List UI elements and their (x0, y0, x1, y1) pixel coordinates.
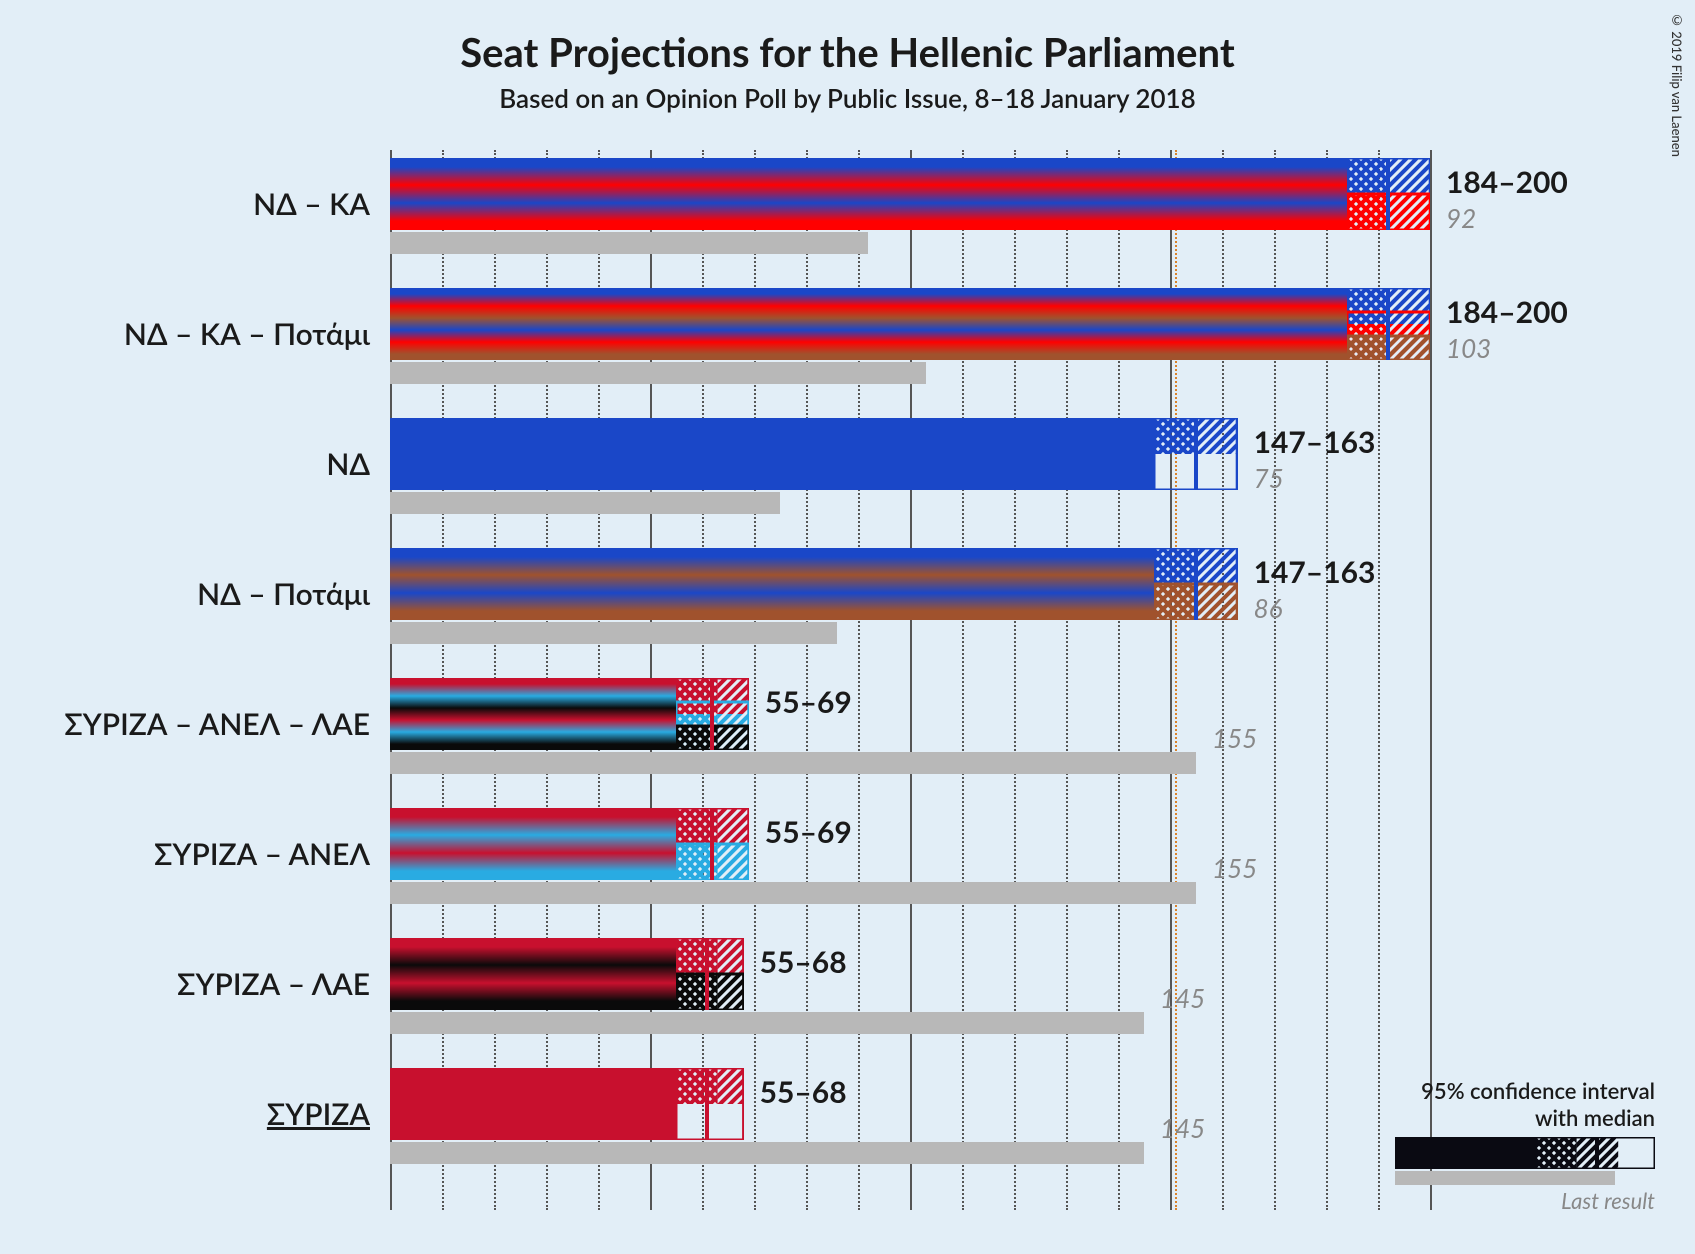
value-range: 184–200 (1446, 164, 1568, 200)
value-prev: 103 (1446, 332, 1491, 364)
value-range: 55–68 (760, 944, 847, 980)
projection-bar (390, 678, 676, 750)
ci-median-line (1194, 548, 1198, 620)
chart-row: ΣΥΡΙΖΑ – ΛΑΕ55–68145 (390, 938, 1430, 1068)
projection-bar (390, 808, 676, 880)
legend-ci-line2: with median (1535, 1104, 1655, 1131)
prev-result-bar (390, 882, 1196, 904)
prev-result-bar (390, 752, 1196, 774)
row-label: ΣΥΡΙΖΑ – ΑΝΕΛ – ΛΑΕ (64, 706, 370, 742)
row-label: ΝΔ (326, 446, 370, 482)
prev-result-bar (390, 362, 926, 384)
value-prev: 92 (1446, 202, 1476, 234)
chart-row: ΝΔ147–16375 (390, 418, 1430, 548)
legend-prev-swatch-wrap (1395, 1171, 1655, 1185)
value-range: 147–163 (1254, 554, 1376, 590)
projection-bar (390, 288, 1347, 360)
value-range: 55–68 (760, 1074, 847, 1110)
legend: 95% confidence interval with median Last… (1335, 1078, 1655, 1214)
value-prev: 86 (1254, 592, 1283, 624)
chart-subtitle: Based on an Opinion Poll by Public Issue… (0, 76, 1695, 114)
projection-bar (390, 418, 1154, 490)
projection-bar (390, 548, 1154, 620)
value-range: 147–163 (1254, 424, 1376, 460)
projection-bar (390, 1068, 676, 1140)
legend-ci-swatch (1395, 1137, 1655, 1169)
chart-row: ΣΥΡΙΖΑ – ΑΝΕΛ – ΛΑΕ55–69155 (390, 678, 1430, 808)
value-prev: 155 (1212, 852, 1257, 884)
copyright-text: © 2019 Filip van Laenen (1669, 12, 1685, 157)
row-label: ΣΥΡΙΖΑ (267, 1096, 370, 1132)
prev-result-bar (390, 1012, 1144, 1034)
ci-median-line (705, 1068, 709, 1140)
gridline (1430, 150, 1432, 1210)
prev-result-bar (390, 492, 780, 514)
prev-result-bar (390, 232, 868, 254)
legend-prev-label: Last result (1335, 1187, 1655, 1214)
ci-median-line (1386, 288, 1390, 360)
ci-hatch (676, 938, 744, 1010)
ci-hatch (676, 1068, 744, 1140)
row-label: ΝΔ – ΚΑ – Ποτάμι (124, 316, 370, 352)
plot-area: ΝΔ – ΚΑ184–20092ΝΔ – ΚΑ – Ποτάμι184–2001… (390, 150, 1430, 1210)
row-label: ΣΥΡΙΖΑ – ΑΝΕΛ (154, 836, 370, 872)
row-label: ΣΥΡΙΖΑ – ΛΑΕ (177, 966, 370, 1002)
value-prev: 155 (1212, 722, 1257, 754)
ci-median-line (705, 938, 709, 1010)
legend-ci-label: 95% confidence interval with median (1335, 1078, 1655, 1131)
value-prev: 145 (1160, 982, 1205, 1014)
projection-bar (390, 158, 1347, 230)
value-prev: 145 (1160, 1112, 1205, 1144)
ci-median-line (1194, 418, 1198, 490)
value-range: 55–69 (765, 814, 852, 850)
value-prev: 75 (1254, 462, 1284, 494)
ci-median-line (1386, 158, 1390, 230)
prev-result-bar (390, 622, 837, 644)
projection-bar (390, 938, 676, 1010)
row-label: ΝΔ – Ποτάμι (197, 576, 370, 612)
value-range: 55–69 (765, 684, 852, 720)
ci-median-line (710, 808, 714, 880)
chart-row: ΣΥΡΙΖΑ – ΑΝΕΛ55–69155 (390, 808, 1430, 938)
chart-row: ΝΔ – Ποτάμι147–16386 (390, 548, 1430, 678)
row-label: ΝΔ – ΚΑ (253, 186, 370, 222)
ci-median-line (710, 678, 714, 750)
value-range: 184–200 (1446, 294, 1568, 330)
legend-solid-swatch (1395, 1137, 1535, 1169)
chart-row: ΣΥΡΙΖΑ55–68145 (390, 1068, 1430, 1198)
legend-ci-line1: 95% confidence interval (1421, 1077, 1655, 1104)
prev-result-bar (390, 1142, 1144, 1164)
legend-median-swatch (1595, 1137, 1599, 1169)
chart-title: Seat Projections for the Hellenic Parlia… (0, 0, 1695, 76)
chart-row: ΝΔ – ΚΑ – Ποτάμι184–200103 (390, 288, 1430, 418)
chart-row: ΝΔ – ΚΑ184–20092 (390, 158, 1430, 288)
legend-prev-swatch (1395, 1171, 1615, 1185)
